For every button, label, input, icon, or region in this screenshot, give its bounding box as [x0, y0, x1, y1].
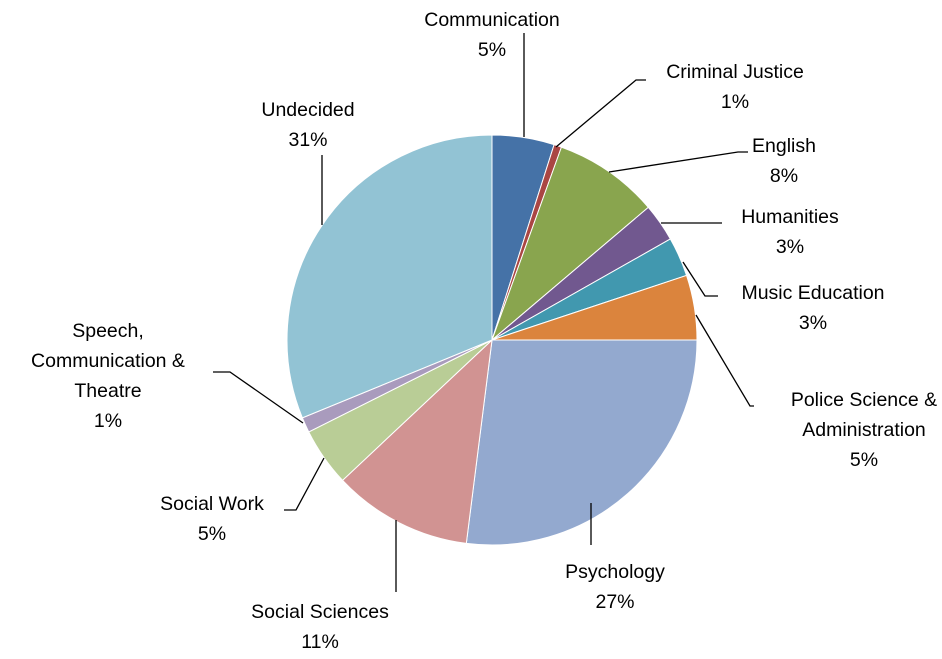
leader-line-social-work [284, 457, 325, 511]
leader-line-speech-communication-and-theatre [213, 371, 304, 424]
slice-social-sciences[interactable] [341, 338, 493, 544]
slice-name-line: Police Science & [791, 389, 937, 411]
slice-label-humanities: Humanities 3% [741, 206, 839, 258]
leader-line-music-education [682, 261, 718, 297]
leader-line-english [608, 151, 748, 173]
slice-name-line: Music Education [741, 282, 884, 304]
slice-percent: 1% [721, 91, 749, 113]
slice-percent: 11% [301, 631, 339, 653]
slice-psychology[interactable] [465, 339, 698, 546]
slice-percent: 5% [198, 523, 226, 545]
slice-percent: 31% [288, 129, 327, 151]
slice-percent: 1% [94, 410, 122, 432]
slice-name-line: Communication [424, 9, 559, 31]
slice-name-line: Administration [802, 419, 926, 441]
slice-name-line: Humanities [741, 206, 839, 228]
slice-percent: 5% [478, 39, 506, 61]
leader-line-police-science-and-administration [695, 314, 754, 407]
pie-slices [286, 134, 698, 546]
slice-name-line: Theatre [74, 380, 141, 402]
slice-undecided[interactable] [286, 134, 493, 419]
slice-name-line: Social Work [160, 493, 264, 515]
leader-line-criminal-justice [555, 79, 646, 148]
slice-english[interactable] [490, 146, 650, 342]
slice-label-police-science-and-administration: Police Science & Administration 5% [791, 389, 937, 471]
slice-name-line: Communication & [31, 350, 185, 372]
slice-percent: 3% [799, 312, 827, 334]
slice-percent: 3% [776, 236, 804, 258]
slice-name-line: Criminal Justice [666, 61, 804, 83]
slice-label-criminal-justice: Criminal Justice 1% [666, 61, 804, 113]
slice-label-english: English 8% [752, 135, 816, 187]
slice-label-music-education: Music Education 3% [741, 282, 884, 334]
slice-name-line: Social Sciences [251, 601, 389, 623]
slice-labels: Communication 5%Criminal Justice 1%English… [31, 9, 937, 653]
slice-label-psychology: Psychology 27% [565, 561, 665, 613]
slice-percent: 8% [770, 165, 798, 187]
slice-label-social-work: Social Work 5% [160, 493, 264, 545]
slice-label-communication: Communication 5% [424, 9, 559, 61]
slice-percent: 5% [850, 449, 878, 471]
slice-label-speech-communication-and-theatre: Speech, Communication & Theatre 1% [31, 320, 185, 432]
slice-label-undecided: Undecided 31% [261, 99, 354, 151]
slice-percent: 27% [595, 591, 634, 613]
leader-lines [213, 33, 754, 592]
slice-name-line: Psychology [565, 561, 665, 583]
slice-label-social-sciences: Social Sciences 11% [251, 601, 389, 653]
slice-name-line: English [752, 135, 816, 157]
slice-name-line: Speech, [72, 320, 144, 342]
slice-name-line: Undecided [261, 99, 354, 121]
